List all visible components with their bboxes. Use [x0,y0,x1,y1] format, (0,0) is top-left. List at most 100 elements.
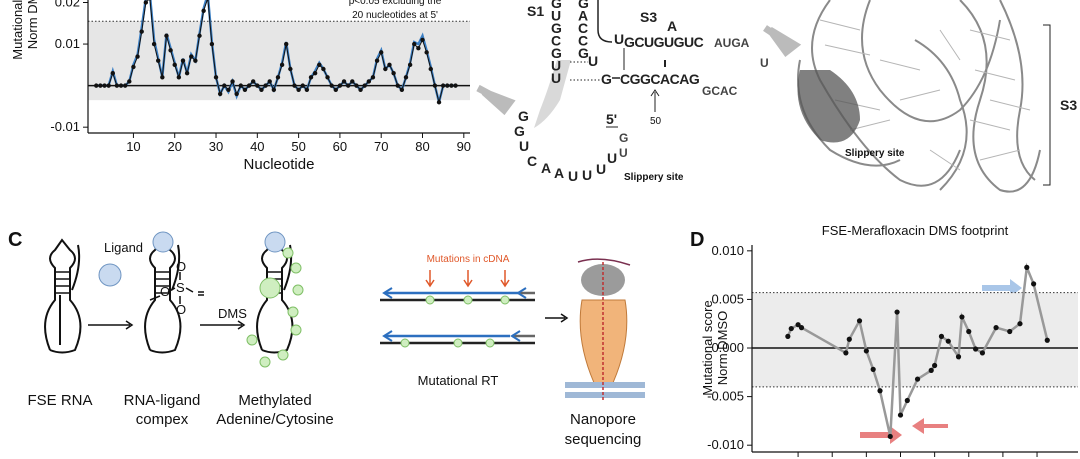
data-point [114,83,120,88]
x-tick-label: 70 [374,139,388,154]
rt-label: Mutational RT [418,373,499,388]
data-point [445,83,450,88]
bracket [1043,24,1051,186]
data-point [304,87,310,92]
ligand [264,231,286,253]
rna-loop: U [596,161,606,177]
rna-loop: G [514,123,525,139]
data-point [453,83,458,88]
data-point [1031,281,1037,287]
data-point [222,83,227,88]
x-tick-label: 80 [415,139,429,154]
data-point [362,83,367,88]
step-label: RNA-ligand [124,392,201,409]
data-point [151,41,157,47]
rna-loop: U [519,138,529,154]
data-point [424,50,429,55]
data-point [785,333,791,339]
data-point [366,79,372,84]
mutation-label: Mutations in cDNA [427,254,510,265]
annotation: 20 nucleotides at 5' [352,10,438,21]
data-point [795,322,801,328]
data-point [894,309,900,315]
nanopore [565,258,645,400]
rna-strand: GCAC [702,84,738,98]
data-point [993,325,999,331]
data-point [387,62,392,68]
data-point [877,388,883,394]
data-point [863,348,869,354]
data-point [325,75,330,80]
data-point [972,346,979,352]
data-point [428,66,433,72]
data-point [106,83,111,88]
rna-strand: U [588,53,598,69]
data-point [1007,328,1013,335]
data-point [358,87,363,92]
data-point [139,29,144,34]
data-point [143,0,149,5]
rna-loop: A [541,160,551,176]
rna-strand: AUGA [714,36,750,50]
data-point [1044,337,1050,343]
step-arrow [545,313,569,323]
significance-band [88,21,470,101]
data-point [271,87,277,92]
structure-stem: S3 [1060,97,1077,113]
mutation-arrow [425,270,510,288]
data-point [412,41,417,47]
data-point [354,83,359,88]
rna-tail: U [619,146,628,160]
highlight-arrow [912,418,948,434]
data-point [440,83,446,88]
x-axis-label: Nucleotide [244,156,315,173]
data-point [217,91,223,97]
bonds [149,272,204,304]
data-point [131,64,136,70]
y-tick-label: 0.000 [711,340,744,355]
x-tick-label: 90 [457,139,471,154]
data-point [259,87,264,92]
data-point [213,75,219,80]
data-point [345,83,351,88]
data-point [284,41,289,47]
data-point [102,83,107,88]
data-point [308,75,314,80]
y-tick-label: 0.005 [711,291,744,306]
methyl-marks [246,247,304,368]
data-point [242,87,248,92]
data-point [1024,264,1030,270]
data-point [329,83,334,88]
data-point [176,75,182,80]
five-prime: 5' [606,111,617,127]
data-point [379,50,384,55]
arrowheads [382,287,527,342]
step-label: Methylated [238,392,311,409]
sequencing-label: Nanopore [570,411,636,428]
data-point [979,350,986,356]
data-point [317,62,322,68]
dms [259,277,281,299]
rna-strand: G [601,71,612,87]
data-point [127,79,132,84]
slippery-shade [534,60,571,128]
data-point [292,83,297,88]
data-point [246,83,252,88]
data-point [407,62,413,68]
rna-strand: U [614,31,624,47]
chem: O [160,284,170,299]
rna-tail: G [619,131,628,145]
rna-strand: A [667,18,677,34]
data-point [255,83,260,88]
x-tick-label: 30 [209,139,223,154]
data-point [914,376,921,382]
y-tick-label: -0.01 [50,119,80,134]
data-point [337,83,343,88]
data-point [897,412,904,418]
data-point [238,83,243,88]
data-point [846,336,852,342]
data-point [870,366,876,372]
data-point [189,54,194,59]
